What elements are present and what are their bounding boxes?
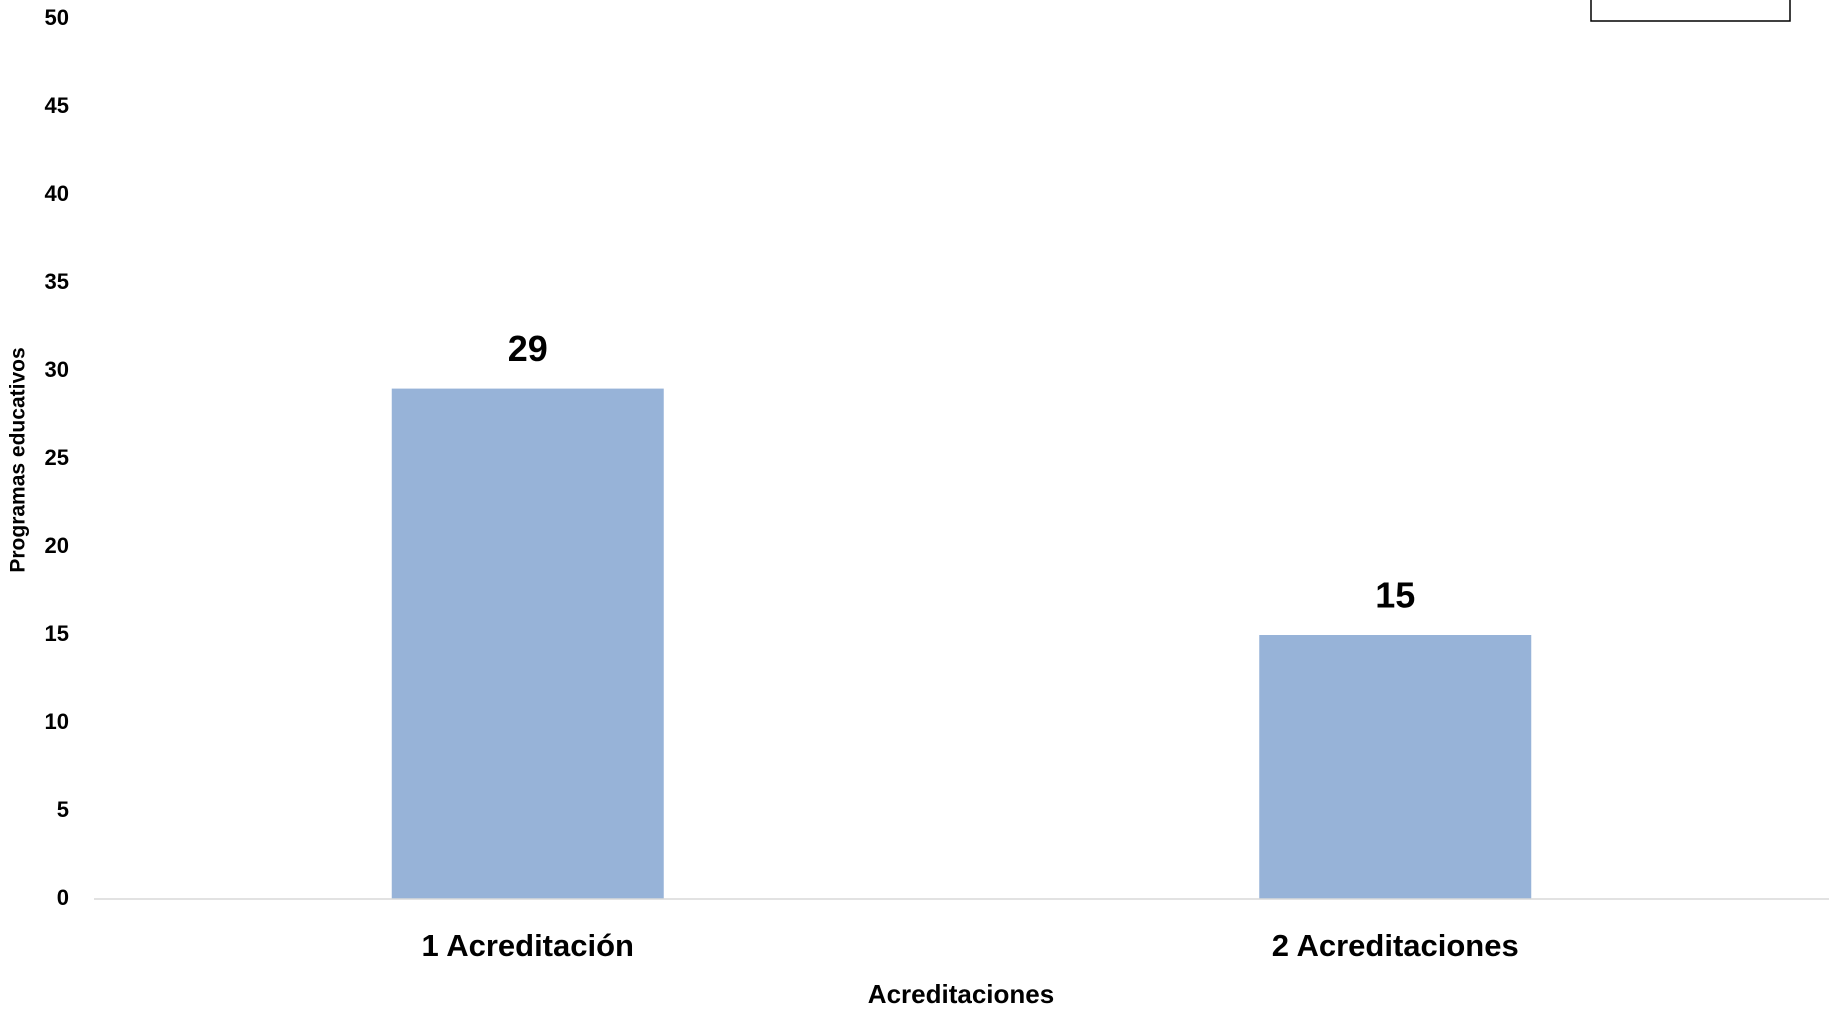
y-tick-label: 15 [45,621,69,646]
bar [391,388,664,899]
x-axis-title: Acreditaciones [868,979,1054,1009]
bar [1259,635,1532,899]
legend-box [1590,0,1791,22]
x-tick-label: 2 Acreditaciones [1272,928,1519,963]
y-tick-label: 40 [45,181,69,206]
y-tick-label: 25 [45,445,69,470]
y-tick-label: 0 [57,885,69,910]
x-tick-label: 1 Acreditación [422,928,634,963]
y-tick-label: 50 [45,5,69,30]
y-tick-label: 10 [45,709,69,734]
y-tick-label: 5 [57,797,69,822]
y-axis-title: Programas educativos [7,347,30,572]
y-tick-label: 20 [45,533,69,558]
y-tick-label: 30 [45,357,69,382]
data-label: 15 [1375,575,1415,616]
y-tick-label: 35 [45,269,69,294]
y-tick-label: 45 [45,93,69,118]
data-label: 29 [508,328,548,369]
